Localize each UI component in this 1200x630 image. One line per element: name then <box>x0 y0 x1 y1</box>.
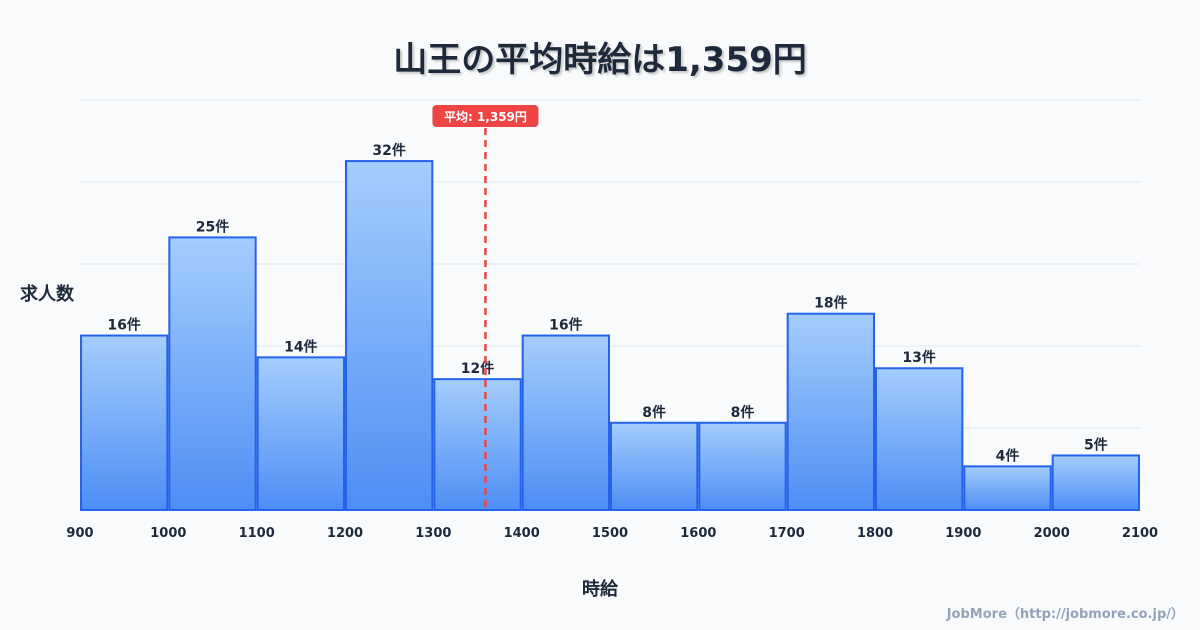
histogram-bar <box>698 421 787 511</box>
bar-value-label: 16件 <box>549 317 582 334</box>
x-tick-label: 900 <box>66 526 93 541</box>
bar-value-label: 8件 <box>731 404 755 421</box>
histogram-bar <box>345 160 434 511</box>
y-axis-label: 求人数 <box>20 284 74 305</box>
bar-value-label: 25件 <box>196 218 229 235</box>
bar-value-label: 4件 <box>996 447 1020 464</box>
x-tick-label: 1800 <box>857 526 893 541</box>
histogram-bar <box>168 236 257 511</box>
mean-label-badge <box>432 105 539 127</box>
histogram-bar <box>433 378 522 511</box>
bar-value-label: 14件 <box>284 338 317 355</box>
bar-value-label: 12件 <box>461 360 494 377</box>
x-tick-label: 1500 <box>592 526 628 541</box>
x-tick-label: 2000 <box>1034 526 1070 541</box>
x-tick-label: 1400 <box>504 526 540 541</box>
histogram-bar <box>963 465 1052 511</box>
bar-value-label: 8件 <box>642 404 666 421</box>
mean-label: 平均: 1,359円 <box>444 109 527 124</box>
bar-value-label: 32件 <box>372 142 405 159</box>
histogram-bar <box>610 421 699 511</box>
x-tick-label: 1000 <box>150 526 186 541</box>
histogram-bar <box>521 334 611 511</box>
x-tick-label: 2100 <box>1122 526 1158 541</box>
x-tick-label: 1200 <box>327 526 363 541</box>
x-tick-label: 1900 <box>945 526 981 541</box>
bar-value-label: 5件 <box>1084 436 1108 453</box>
histogram-bar <box>1051 454 1140 512</box>
bar-value-label: 16件 <box>107 317 140 334</box>
x-tick-label: 1100 <box>239 526 275 541</box>
x-axis-label: 時給 <box>582 579 618 600</box>
x-tick-label: 1300 <box>415 526 451 541</box>
histogram-bar <box>875 367 964 512</box>
bar-value-label: 13件 <box>902 349 935 366</box>
histogram-bar <box>786 312 876 512</box>
x-tick-label: 1700 <box>769 526 805 541</box>
bar-value-label: 18件 <box>814 295 847 312</box>
histogram-bar <box>256 356 345 511</box>
histogram-bar <box>80 334 169 511</box>
credit-text: JobMore（http://jobmore.co.jp/） <box>946 607 1184 622</box>
chart-title: 山王の平均時給は1,359円 <box>393 40 807 80</box>
x-tick-label: 1600 <box>680 526 716 541</box>
